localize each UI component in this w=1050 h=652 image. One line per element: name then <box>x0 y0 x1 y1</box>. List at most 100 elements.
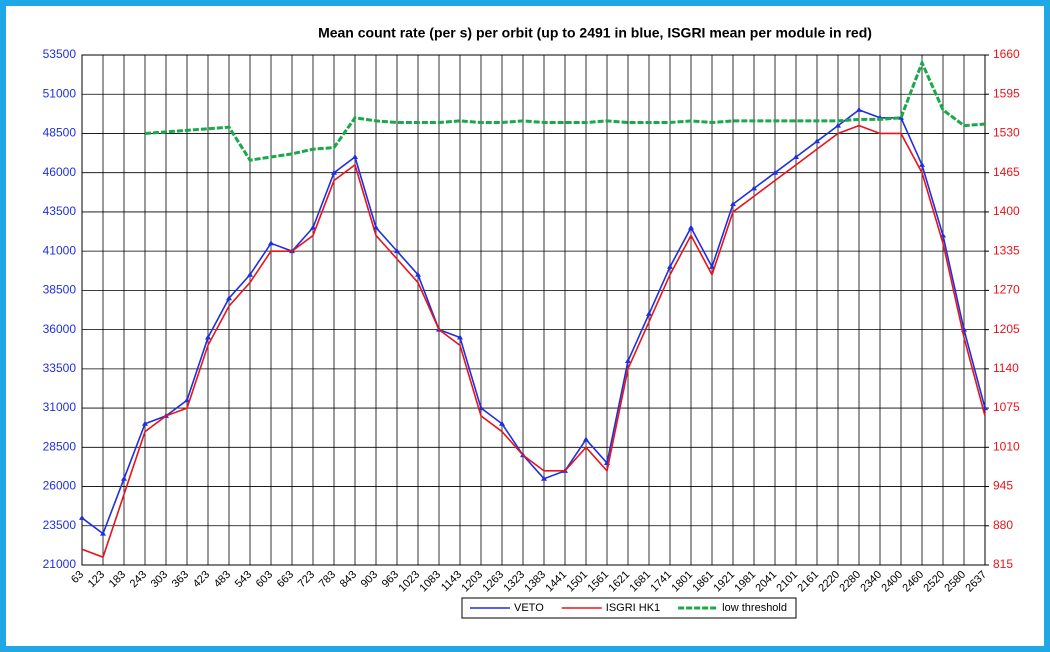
x-tick-label: 1621 <box>606 569 632 595</box>
x-tick-label: 183 <box>107 569 128 590</box>
legend-label: VETO <box>514 602 544 614</box>
x-tick-label: 1741 <box>648 569 674 595</box>
x-tick-label: 2340 <box>858 569 884 595</box>
x-tick-label: 243 <box>128 569 149 590</box>
series-marker <box>184 397 190 403</box>
x-tick-label: 2520 <box>921 569 947 595</box>
x-tick-label: 2637 <box>963 569 989 595</box>
x-tick-label: 783 <box>317 569 338 590</box>
y2-tick-label: 1075 <box>993 400 1020 414</box>
x-tick-label: 63 <box>69 569 86 586</box>
series-marker <box>793 154 799 159</box>
y-tick-label: 36000 <box>43 322 77 336</box>
y2-tick-label: 1205 <box>993 322 1020 336</box>
series-marker <box>142 420 148 426</box>
y-tick-label: 46000 <box>43 165 77 179</box>
x-tick-label: 903 <box>359 569 380 590</box>
x-tick-label: 603 <box>254 569 275 590</box>
series-marker <box>667 263 673 269</box>
x-tick-label: 663 <box>275 569 296 590</box>
series-marker <box>772 169 778 175</box>
series-marker <box>205 334 211 340</box>
series-marker <box>247 271 253 277</box>
y-tick-label: 43500 <box>43 204 77 218</box>
y-tick-label: 41000 <box>43 243 77 257</box>
y2-tick-label: 1270 <box>993 283 1020 297</box>
series-marker <box>352 154 358 159</box>
series-marker <box>541 475 547 481</box>
series-marker <box>919 161 925 167</box>
x-tick-label: 1263 <box>480 569 506 595</box>
x-tick-label: 2580 <box>942 569 968 595</box>
x-tick-label: 1383 <box>522 569 548 595</box>
series-marker <box>310 224 316 230</box>
y2-tick-label: 1140 <box>993 361 1019 375</box>
x-tick-label: 843 <box>338 569 359 590</box>
series-marker <box>415 271 421 277</box>
y-tick-label: 51000 <box>43 86 77 100</box>
y-tick-label: 26000 <box>43 479 77 493</box>
x-tick-label: 2041 <box>753 569 779 595</box>
x-tick-label: 543 <box>233 569 254 590</box>
y2-tick-label: 1010 <box>993 439 1020 453</box>
y2-tick-label: 1660 <box>993 47 1020 61</box>
x-tick-label: 363 <box>170 569 191 590</box>
y2-tick-label: 1465 <box>993 165 1020 179</box>
x-tick-label: 723 <box>296 569 317 590</box>
series-marker <box>709 263 715 269</box>
y2-tick-label: 1335 <box>993 243 1020 257</box>
y-tick-label: 38500 <box>43 283 77 297</box>
series-line <box>81 124 986 559</box>
x-tick-label: 1083 <box>417 569 443 595</box>
y-tick-label: 23500 <box>43 518 77 532</box>
series-marker <box>100 530 106 536</box>
y2-tick-label: 815 <box>993 557 1013 571</box>
x-tick-label: 1681 <box>627 569 653 595</box>
series-marker <box>688 224 694 230</box>
series-marker <box>856 106 862 112</box>
series-marker <box>331 169 337 175</box>
x-tick-label: 1501 <box>564 569 590 595</box>
x-tick-label: 303 <box>149 569 170 590</box>
x-tick-label: 2161 <box>795 569 821 595</box>
legend-label: ISGRI HK1 <box>606 602 660 614</box>
y-tick-label: 33500 <box>43 361 77 375</box>
y-tick-label: 21000 <box>43 557 77 571</box>
x-tick-label: 2101 <box>774 569 800 595</box>
plot-area <box>81 54 986 566</box>
x-tick-label: 1323 <box>501 569 527 595</box>
x-tick-label: 2220 <box>816 569 842 595</box>
series-marker <box>79 514 85 520</box>
y-tick-label: 48500 <box>43 126 77 140</box>
x-tick-label: 1861 <box>690 569 716 595</box>
series-marker <box>835 122 841 128</box>
series-marker <box>121 475 127 481</box>
x-tick-label: 1143 <box>439 569 464 594</box>
x-tick-label: 1981 <box>732 569 758 595</box>
series-marker <box>394 248 400 254</box>
x-tick-label: 1561 <box>585 569 611 595</box>
x-tick-label: 1441 <box>543 569 569 595</box>
y2-tick-label: 945 <box>993 479 1013 493</box>
series-marker <box>751 185 757 191</box>
y2-tick-label: 1400 <box>993 204 1020 218</box>
series-line <box>81 109 986 535</box>
x-tick-label: 2460 <box>900 569 926 595</box>
x-tick-label: 1921 <box>711 569 737 595</box>
chart-title: Mean count rate (per s) per orbit (up to… <box>318 25 872 41</box>
series-marker <box>583 436 589 442</box>
series-marker <box>268 240 274 246</box>
y-tick-label: 28500 <box>43 439 77 453</box>
y2-tick-label: 880 <box>993 518 1013 532</box>
legend-label: low threshold <box>722 602 787 614</box>
x-tick-label: 1801 <box>669 569 695 595</box>
x-tick-label: 423 <box>191 569 212 590</box>
x-tick-label: 1203 <box>459 569 485 595</box>
x-tick-label: 483 <box>212 569 233 590</box>
series-marker <box>646 310 652 316</box>
x-tick-label: 1023 <box>396 569 422 595</box>
y2-tick-label: 1530 <box>993 126 1020 140</box>
legend-box <box>461 597 797 619</box>
x-tick-label: 2400 <box>879 569 905 595</box>
